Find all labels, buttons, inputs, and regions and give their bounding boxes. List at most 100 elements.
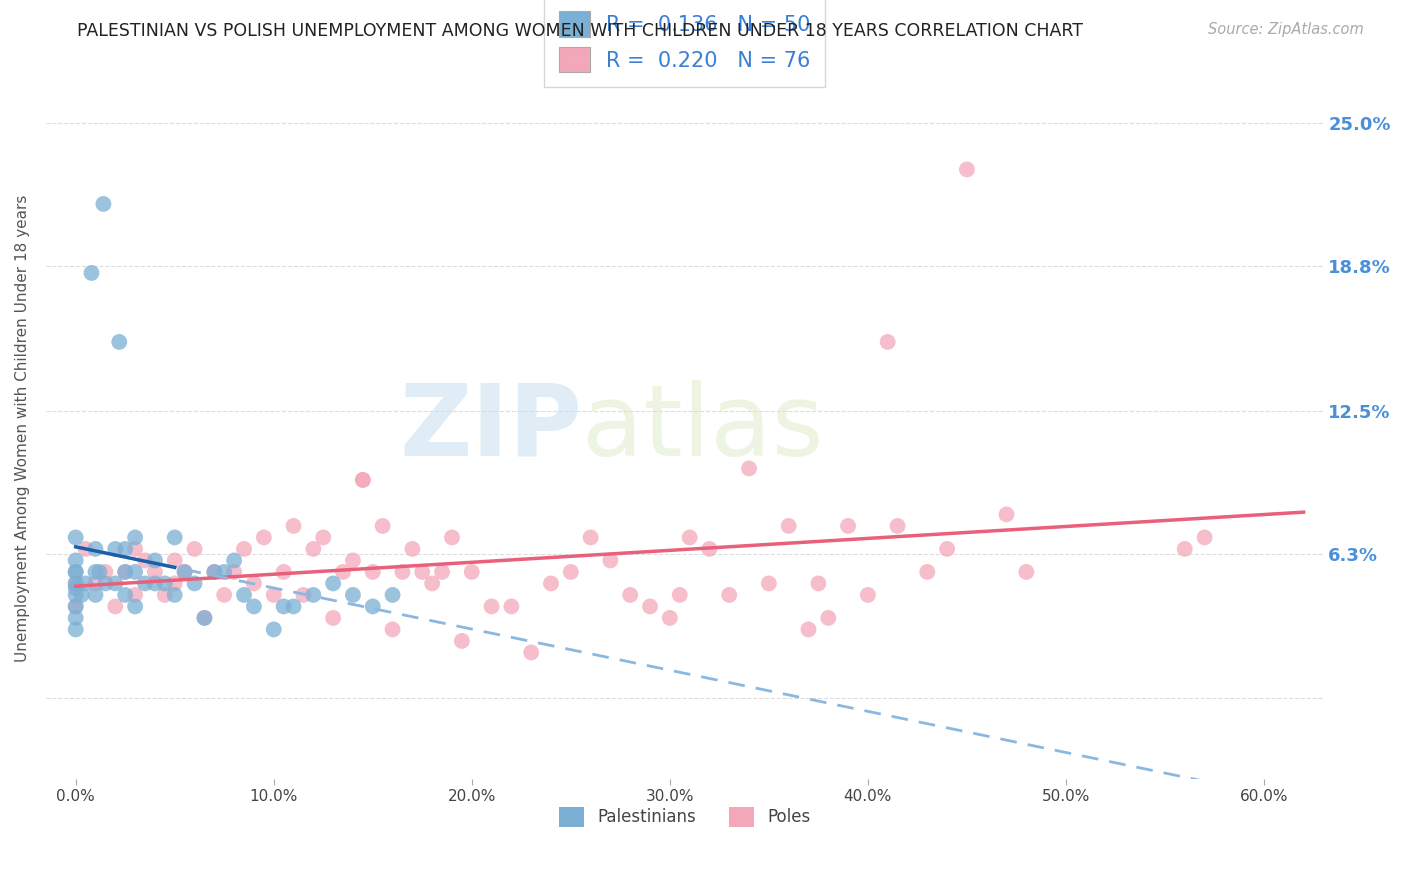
Point	[124, 588, 146, 602]
Point	[411, 565, 433, 579]
Point	[84, 565, 107, 579]
Point	[233, 588, 256, 602]
Point	[94, 576, 117, 591]
Point	[108, 334, 131, 349]
Point	[283, 599, 305, 614]
Point	[352, 473, 374, 487]
Point	[302, 588, 325, 602]
Point	[312, 530, 335, 544]
Legend: Palestinians, Poles: Palestinians, Poles	[553, 800, 817, 834]
Point	[738, 461, 761, 475]
Point	[70, 588, 93, 602]
Point	[65, 599, 87, 614]
Point	[65, 565, 87, 579]
Point	[65, 581, 87, 595]
Point	[65, 576, 87, 591]
Text: atlas: atlas	[582, 380, 824, 476]
Point	[193, 611, 215, 625]
Point	[886, 519, 908, 533]
Point	[65, 565, 87, 579]
Point	[520, 645, 543, 659]
Point	[579, 530, 602, 544]
Point	[322, 576, 344, 591]
Point	[1174, 541, 1197, 556]
Point	[143, 576, 166, 591]
Point	[451, 634, 474, 648]
Point	[89, 565, 111, 579]
Point	[778, 519, 800, 533]
Point	[134, 576, 156, 591]
Point	[243, 599, 266, 614]
Point	[114, 541, 136, 556]
Point	[153, 588, 176, 602]
Point	[173, 565, 195, 579]
Point	[65, 553, 87, 567]
Point	[143, 553, 166, 567]
Point	[817, 611, 839, 625]
Point	[917, 565, 939, 579]
Point	[440, 530, 463, 544]
Point	[263, 623, 285, 637]
Point	[114, 588, 136, 602]
Point	[352, 473, 374, 487]
Point	[75, 576, 97, 591]
Point	[253, 530, 276, 544]
Y-axis label: Unemployment Among Women with Children Under 18 years: Unemployment Among Women with Children U…	[15, 194, 30, 662]
Point	[807, 576, 830, 591]
Point	[371, 519, 394, 533]
Point	[94, 565, 117, 579]
Point	[1194, 530, 1216, 544]
Point	[263, 588, 285, 602]
Point	[401, 541, 423, 556]
Point	[80, 266, 103, 280]
Point	[104, 541, 127, 556]
Point	[658, 611, 681, 625]
Point	[84, 576, 107, 591]
Point	[193, 611, 215, 625]
Point	[183, 541, 205, 556]
Point	[93, 197, 115, 211]
Point	[233, 541, 256, 556]
Point	[84, 588, 107, 602]
Point	[342, 553, 364, 567]
Point	[342, 588, 364, 602]
Point	[273, 599, 295, 614]
Point	[758, 576, 780, 591]
Point	[1015, 565, 1038, 579]
Text: Source: ZipAtlas.com: Source: ZipAtlas.com	[1208, 22, 1364, 37]
Point	[243, 576, 266, 591]
Point	[322, 611, 344, 625]
Point	[224, 565, 246, 579]
Point	[876, 334, 898, 349]
Point	[163, 576, 186, 591]
Point	[114, 565, 136, 579]
Point	[65, 623, 87, 637]
Point	[391, 565, 413, 579]
Point	[668, 588, 690, 602]
Point	[163, 588, 186, 602]
Point	[153, 576, 176, 591]
Point	[283, 519, 305, 533]
Point	[837, 519, 859, 533]
Point	[292, 588, 315, 602]
Point	[619, 588, 641, 602]
Point	[560, 565, 582, 579]
Point	[65, 599, 87, 614]
Point	[273, 565, 295, 579]
Point	[124, 541, 146, 556]
Point	[501, 599, 523, 614]
Point	[84, 541, 107, 556]
Point	[420, 576, 443, 591]
Point	[995, 508, 1018, 522]
Point	[104, 576, 127, 591]
Point	[956, 162, 979, 177]
Point	[856, 588, 879, 602]
Point	[202, 565, 225, 579]
Point	[163, 553, 186, 567]
Point	[718, 588, 741, 602]
Point	[361, 599, 384, 614]
Point	[124, 565, 146, 579]
Point	[114, 565, 136, 579]
Point	[361, 565, 384, 579]
Point	[183, 576, 205, 591]
